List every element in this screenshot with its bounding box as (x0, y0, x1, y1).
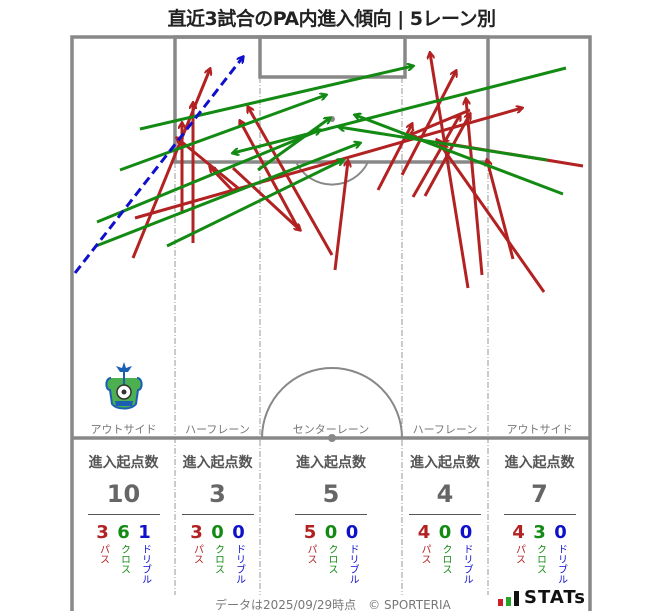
dribble-count: 1 (138, 522, 151, 543)
stat-total: 5 (322, 480, 340, 508)
lane-label-right-halfspace: ハーフレーン (412, 423, 478, 436)
cross-arrows (95, 66, 567, 248)
lane-stats-right-outside: 進入起点数 7 4 パス 3 クロス 0 ドリブル (488, 452, 591, 584)
cross-count: 0 (438, 522, 452, 543)
stat-header: 進入起点数 (182, 455, 253, 471)
stat-total: 10 (106, 480, 141, 508)
lane-label-right-outside: アウトサイド (506, 423, 573, 436)
stat-total: 4 (436, 480, 454, 508)
lane-stats-left-outside: 進入起点数 10 3 パス 6 クロス 1 ドリブル (72, 452, 175, 584)
team-emblem-icon (105, 362, 143, 410)
dribble-label: ドリブル (139, 544, 151, 584)
stat-divider (503, 514, 576, 515)
stat-header: 進入起点数 (88, 455, 159, 471)
stat-header: 進入起点数 (296, 455, 366, 471)
stat-divider (87, 514, 160, 515)
lane-label-left-halfspace: ハーフレーン (185, 423, 250, 436)
lane-label-left-outside: アウトサイド (90, 423, 157, 436)
pass-arrows (131, 53, 584, 293)
pass-label: パス (97, 544, 109, 564)
cross-label: クロス (440, 544, 451, 574)
stat-total: 7 (531, 480, 548, 508)
pass-count: 4 (417, 522, 431, 543)
pass-label: パス (419, 544, 430, 564)
dribble-label: ドリブル (347, 544, 358, 584)
cross-label: クロス (326, 544, 337, 574)
dribble-label: ドリブル (555, 544, 567, 584)
dribble-arrows (73, 57, 243, 274)
dribble-count: 0 (459, 522, 473, 543)
data-note: データは2025/09/29時点 © SPORTERIA (215, 598, 451, 612)
stats-logo: STATs (498, 587, 586, 608)
brand-name: STATs (524, 587, 586, 608)
pass-count: 3 (190, 522, 203, 543)
pass-label: パス (305, 544, 316, 564)
dribble-label: ドリブル (461, 544, 472, 584)
logo-bar-icon (506, 597, 511, 606)
cross-count: 0 (211, 522, 224, 543)
lane-label-center: センターレーン (292, 423, 370, 436)
cross-label: クロス (212, 544, 224, 574)
stat-header: 進入起点数 (504, 455, 575, 471)
dribble-count: 0 (554, 522, 567, 543)
lane-stats-center: 進入起点数 5 5 パス 0 クロス 0 ドリブル (260, 452, 402, 584)
pass-count: 3 (96, 522, 109, 543)
logo-bar-icon (498, 599, 503, 606)
pass-label: パス (513, 544, 525, 564)
pass-count: 5 (303, 522, 317, 543)
stat-divider (295, 514, 367, 515)
dribble-label: ドリブル (233, 544, 245, 584)
lane-dividers (174, 77, 489, 595)
pass-count: 4 (512, 522, 525, 543)
logo-bar-icon (514, 591, 519, 606)
cross-count: 0 (324, 522, 338, 543)
cross-label: クロス (118, 544, 130, 574)
cross-count: 6 (117, 522, 130, 543)
dribble-count: 0 (232, 522, 245, 543)
cross-count: 3 (533, 522, 546, 543)
dribble-count: 0 (345, 522, 359, 543)
stat-divider (181, 514, 254, 515)
lane-stats-left-halfspace: 進入起点数 3 3 パス 0 クロス 0 ドリブル (175, 452, 260, 584)
stat-divider (409, 514, 481, 515)
lane-stats-right-halfspace: 進入起点数 4 4 パス 0 クロス 0 ドリブル (402, 452, 488, 584)
stat-header: 進入起点数 (410, 455, 480, 471)
chart-title: 直近3試合のPA内進入傾向 | 5レーン別 (167, 8, 496, 30)
stat-total: 3 (209, 480, 226, 508)
pass-label: パス (191, 544, 203, 564)
cross-label: クロス (534, 544, 546, 574)
